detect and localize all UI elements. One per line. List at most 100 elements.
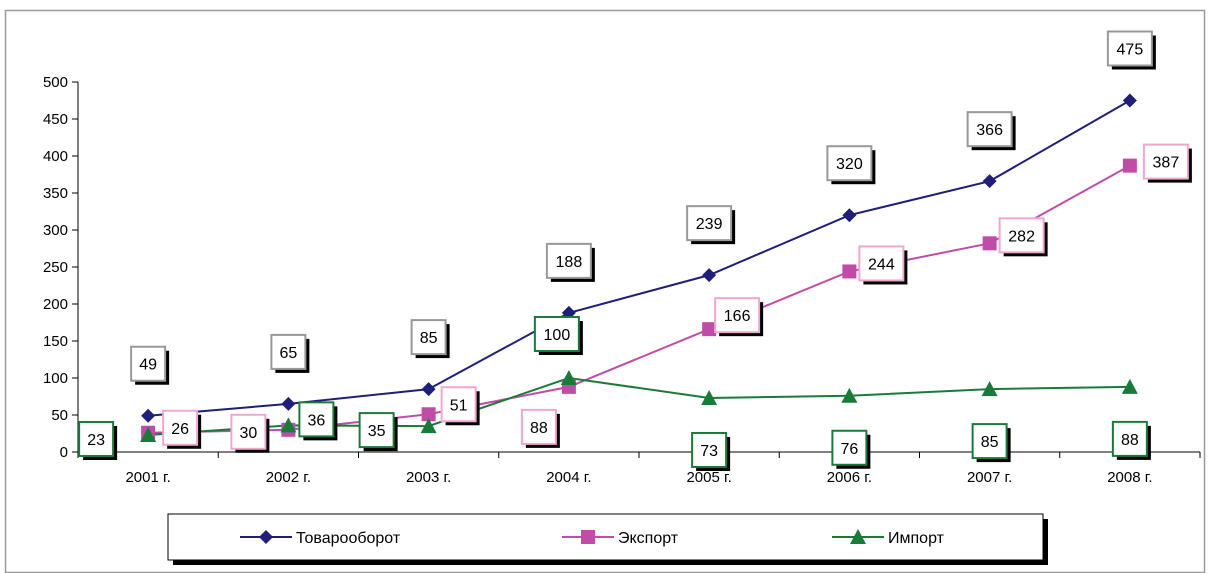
data-label: 35 xyxy=(368,423,386,440)
data-point-marker xyxy=(420,418,437,434)
x-tick-label: 2006 г. xyxy=(827,469,872,486)
data-label-box xyxy=(691,431,728,468)
data-label-box xyxy=(1106,30,1153,67)
data-labels: 49 65 85 188 239 320 366 475 26 30 51 88 166 244 282 38… xyxy=(78,30,1192,471)
y-tick-label: 150 xyxy=(43,333,68,350)
data-point-marker xyxy=(841,387,858,403)
axes: 0 50 100 150 200 250 300 350 400 450 500 2001 г. 200… xyxy=(43,74,1201,486)
data-label-box xyxy=(545,242,592,279)
data-label-box xyxy=(826,145,873,182)
data-label: 36 xyxy=(307,412,325,429)
data-label-box xyxy=(858,245,905,282)
data-label: 88 xyxy=(1121,432,1139,449)
data-label-box xyxy=(440,386,477,423)
data-label-box xyxy=(998,217,1045,254)
data-point-marker xyxy=(982,174,997,189)
data-label: 366 xyxy=(976,122,1003,139)
data-label-box xyxy=(162,409,199,446)
data-label-box xyxy=(1111,420,1148,457)
data-label-box xyxy=(270,333,307,370)
data-label-box xyxy=(533,316,580,352)
legend-marker xyxy=(850,529,866,544)
data-label: 166 xyxy=(724,308,751,325)
y-tick-label: 450 xyxy=(43,111,68,128)
data-label-box xyxy=(971,423,1008,460)
legend-label: Экспорт xyxy=(618,530,679,547)
data-label-box xyxy=(358,412,395,449)
data-label-box xyxy=(831,429,868,466)
data-point-marker xyxy=(701,389,718,405)
legend-label: Импорт xyxy=(888,530,945,547)
chart-area-border xyxy=(4,9,1206,573)
data-label: 244 xyxy=(868,256,895,273)
x-tick-label: 2007 г. xyxy=(967,469,1012,486)
x-tick-label: 2002 г. xyxy=(266,469,311,486)
data-label: 88 xyxy=(530,420,548,437)
data-point-marker xyxy=(140,426,157,442)
x-tick-label: 2001 г. xyxy=(125,469,170,486)
data-label: 85 xyxy=(981,434,999,451)
data-label: 65 xyxy=(279,345,297,362)
data-point-marker xyxy=(1122,158,1137,173)
data-point-marker xyxy=(421,382,436,397)
data-label: 85 xyxy=(420,330,438,347)
data-label-box xyxy=(1142,143,1189,180)
data-point-marker xyxy=(281,396,296,411)
data-point-marker xyxy=(141,408,156,423)
legend-marker xyxy=(259,530,273,544)
data-label: 188 xyxy=(556,254,583,271)
legend-marker xyxy=(581,530,595,544)
legend-entry: Товарооборот xyxy=(240,530,401,547)
data-label-box xyxy=(230,413,267,450)
y-tick-label: 100 xyxy=(43,370,68,387)
data-label: 282 xyxy=(1008,228,1035,245)
data-label-box xyxy=(714,297,761,334)
data-label-box xyxy=(130,345,167,382)
y-tick-label: 50 xyxy=(51,407,68,424)
y-tick-label: 300 xyxy=(43,222,68,239)
data-label-box xyxy=(520,408,557,445)
data-label: 23 xyxy=(87,432,105,449)
data-label: 100 xyxy=(544,327,571,344)
x-tick-label: 2003 г. xyxy=(406,469,451,486)
legend-entry: Импорт xyxy=(832,529,945,547)
data-label-box xyxy=(410,319,447,356)
y-tick-label: 0 xyxy=(60,444,68,461)
data-point-marker xyxy=(702,322,717,337)
data-label-box xyxy=(78,420,115,457)
data-label: 73 xyxy=(700,443,718,460)
data-point-marker xyxy=(560,370,577,385)
data-point-marker xyxy=(982,236,997,251)
y-tick-label: 200 xyxy=(43,296,68,313)
y-tick-label: 400 xyxy=(43,148,68,165)
data-label-box xyxy=(966,111,1013,148)
data-label: 51 xyxy=(450,397,468,414)
data-label-box xyxy=(686,205,733,242)
x-tick-label: 2008 г. xyxy=(1107,469,1152,486)
y-tick-label: 350 xyxy=(43,185,68,202)
y-tick-label: 500 xyxy=(43,74,68,91)
data-point-marker xyxy=(1122,93,1137,108)
legend-label: Товарооборот xyxy=(296,530,401,547)
data-label: 76 xyxy=(840,441,858,458)
x-tick-label: 2005 г. xyxy=(686,469,731,486)
y-tick-label: 250 xyxy=(43,259,68,276)
data-label: 387 xyxy=(1153,155,1180,172)
data-label: 30 xyxy=(239,425,257,442)
data-label: 320 xyxy=(836,156,863,173)
data-label: 239 xyxy=(696,216,723,233)
data-point-marker xyxy=(421,407,436,422)
data-point-marker xyxy=(702,268,717,283)
data-label: 49 xyxy=(139,357,157,374)
data-label-box xyxy=(298,401,335,438)
x-tick-label: 2004 г. xyxy=(546,469,591,486)
data-point-marker xyxy=(981,381,998,397)
legend: Товарооборот Экспорт Импорт xyxy=(167,513,1048,565)
data-point-marker xyxy=(280,417,297,433)
data-label: 475 xyxy=(1117,42,1144,59)
legend-entry: Экспорт xyxy=(562,530,679,547)
series-markers xyxy=(140,93,1138,442)
data-label: 26 xyxy=(171,421,189,438)
